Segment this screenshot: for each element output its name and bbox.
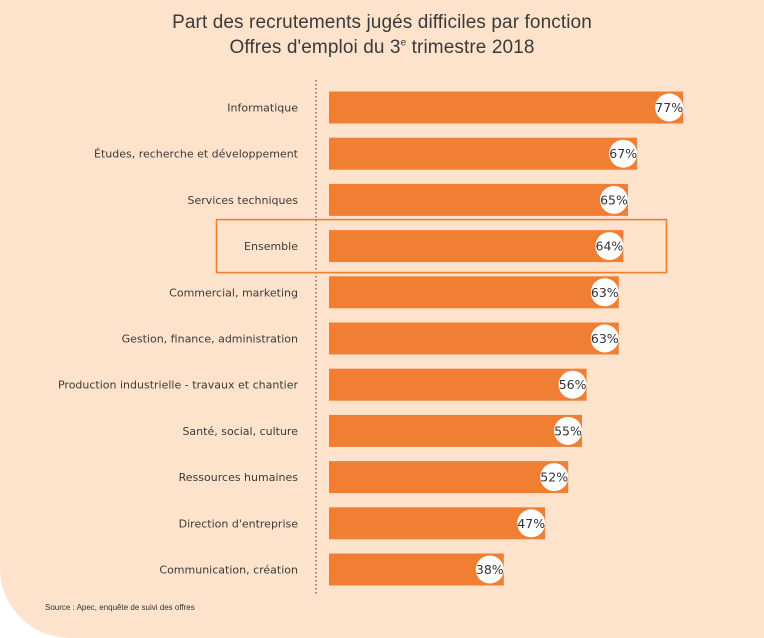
bar (329, 183, 628, 216)
bar (329, 507, 546, 540)
bar (329, 322, 619, 355)
highlight-box (215, 218, 668, 274)
value-label: 55% (554, 423, 582, 438)
value-circle (540, 463, 569, 492)
source-note: Source : Apec, enquête de suivi des offr… (45, 603, 195, 612)
value-circle (655, 93, 684, 122)
value-circle (590, 278, 619, 307)
value-circle (558, 370, 587, 399)
bar (329, 230, 624, 263)
category-label: Ensemble (244, 240, 298, 253)
category-label: Services techniques (188, 194, 299, 207)
value-label: 63% (591, 331, 619, 346)
value-label: 38% (476, 562, 504, 577)
bar (329, 137, 638, 170)
value-circle (475, 555, 504, 584)
value-circle (609, 139, 638, 168)
value-label: 65% (600, 192, 628, 207)
value-label: 67% (609, 146, 637, 161)
bar (329, 461, 569, 494)
value-circle (595, 232, 624, 261)
value-label: 63% (591, 285, 619, 300)
value-circle (590, 324, 619, 353)
subtitle-superscript: e (400, 37, 407, 49)
value-label: 47% (517, 516, 545, 531)
subtitle-suffix: trimestre 2018 (406, 37, 535, 58)
category-label: Études, recherche et développement (94, 148, 299, 161)
category-label: Commercial, marketing (169, 286, 298, 299)
value-circle (600, 185, 628, 214)
bar (329, 368, 587, 401)
category-label: Communication, création (159, 564, 298, 577)
bar (329, 91, 684, 124)
category-label: Production industrielle - travaux et cha… (58, 379, 298, 392)
category-label: Informatique (227, 102, 298, 115)
bar (329, 553, 504, 586)
value-circle (517, 509, 546, 538)
chart-subtitle: Offres d'emploi du 3e trimestre 2018 (0, 37, 764, 59)
bar (329, 414, 582, 447)
value-label: 52% (540, 470, 568, 485)
value-label: 56% (559, 377, 587, 392)
category-label: Gestion, finance, administration (122, 333, 298, 346)
value-label: 64% (596, 239, 624, 254)
subtitle-prefix: Offres d'emploi du 3 (229, 37, 401, 58)
value-label: 77% (655, 100, 683, 115)
bar (329, 276, 619, 309)
chart-title: Part des recrutements jugés difficiles p… (172, 12, 592, 33)
value-circle (554, 416, 582, 445)
category-label: Direction d'entreprise (179, 517, 299, 530)
category-label: Santé, social, culture (182, 425, 298, 438)
category-label: Ressources humaines (179, 471, 299, 484)
